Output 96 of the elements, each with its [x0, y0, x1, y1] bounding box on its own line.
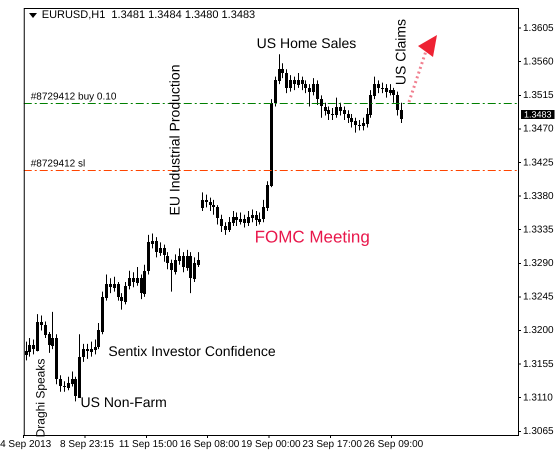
candlestick: [216, 204, 219, 225]
y-tick-label: 1.3335: [523, 224, 554, 236]
y-tick-label: 1.3290: [523, 258, 554, 270]
candlestick: [385, 84, 388, 98]
text: 1.3483: [524, 109, 552, 120]
candlestick: [155, 236, 158, 258]
candlestick: [189, 252, 192, 294]
candlestick: [331, 108, 334, 120]
candlestick: [400, 102, 403, 124]
candlestick: [251, 209, 254, 223]
candlestick: [205, 194, 208, 208]
y-tick-label: 1.3245: [523, 292, 554, 303]
candlestick: [247, 210, 250, 226]
candlestick: [396, 91, 399, 116]
x-tick-label: 19 Sep 00:00: [241, 438, 302, 450]
x-tick-label: 23 Sep 17:00: [302, 438, 362, 450]
candlestick: [354, 117, 357, 134]
annotation: FOMC Meeting: [254, 228, 370, 247]
annotation: US Non-Farm: [80, 394, 167, 410]
candlestick: [392, 87, 395, 104]
annotation: Sentix Investor Confidence: [108, 342, 276, 359]
candlestick: [293, 76, 296, 91]
candlestick: [182, 252, 185, 273]
candlestick: [389, 84, 392, 96]
candlestick: [362, 117, 365, 131]
candlestick: [67, 376, 70, 391]
candlestick: [124, 281, 127, 305]
x-tick-label: 4 Sep 2013: [0, 438, 52, 450]
candlestick: [308, 84, 311, 108]
candlestick: [301, 76, 304, 91]
candlestick: [86, 343, 89, 360]
candlestick: [339, 102, 342, 116]
y-tick-label: 1.3065: [523, 426, 554, 438]
candlestick: [285, 68, 288, 94]
candlestick: [358, 119, 361, 131]
candlestick: [232, 210, 235, 226]
ref-line-label: #8729412 buy 0.10: [30, 91, 117, 102]
candlestick: [90, 341, 93, 358]
candlestick: [324, 102, 327, 116]
candlestick: [174, 254, 177, 275]
candlestick: [220, 214, 223, 232]
candlestick: [255, 210, 258, 226]
candlestick: [128, 270, 131, 290]
candlestick: [59, 374, 62, 392]
candlestick: [82, 343, 85, 362]
candlestick: [209, 197, 212, 212]
y-tick-label: 1.3560: [523, 56, 554, 68]
candlestick: [258, 212, 261, 225]
candlestick: [78, 334, 81, 398]
candlestick: [343, 106, 346, 120]
annotation: US Claims: [392, 18, 409, 86]
y-tick-label: 1.3110: [523, 392, 554, 404]
y-tick-label: 1.3380: [523, 190, 554, 202]
candlestick: [347, 110, 350, 124]
x-tick-label: 8 Sep 23:15: [60, 438, 114, 450]
candlestick: [350, 114, 353, 128]
y-tick-label: 1.3425: [523, 157, 554, 168]
x-tick-label: 11 Sep 15:00: [118, 438, 178, 450]
candlestick: [28, 337, 31, 358]
candlestick: [201, 192, 204, 212]
candlestick: [320, 94, 323, 118]
y-tick-label: 1.3470: [523, 124, 554, 135]
candlestick: [335, 97, 338, 118]
x-tick-label: 26 Sep 09:00: [364, 438, 424, 450]
candlestick: [235, 212, 238, 226]
candlestick: [304, 80, 307, 94]
x-tick-label: 16 Sep 08:00: [180, 438, 240, 450]
candlestick: [289, 74, 292, 92]
y-tick-label: 1.3605: [523, 22, 554, 34]
ref-line-label: #8729412 sl: [30, 158, 86, 170]
candlestick: [212, 199, 215, 216]
candlestick: [224, 222, 227, 236]
candlestick: [297, 72, 300, 88]
candlestick: [228, 216, 231, 232]
candlestick: [312, 78, 315, 96]
candlestick: [63, 380, 66, 392]
candlestick: [109, 278, 112, 294]
annotation: EU Industrial Production: [166, 64, 183, 216]
candlestick: [377, 80, 380, 94]
chart-title: EURUSD,H1 1.3481 1.3484 1.3480 1.3483: [42, 9, 256, 22]
candlestick: [193, 256, 196, 282]
candlestick: [132, 272, 135, 288]
candlestick: [159, 242, 162, 256]
candlestick: [327, 106, 330, 120]
annotation: US Home Sales: [256, 34, 356, 51]
candlestick: [36, 314, 39, 352]
candlestick: [381, 82, 384, 94]
candlestick: [243, 214, 246, 228]
candlestick: [239, 212, 242, 225]
y-tick-label: 1.3155: [523, 358, 554, 370]
y-tick-label: 1.3200: [523, 325, 554, 336]
candlestick: [316, 80, 319, 106]
candlestick: [143, 264, 146, 298]
candlestick: [170, 259, 173, 292]
candlestick: [147, 234, 150, 275]
y-tick-label: 1.3515: [523, 90, 554, 102]
